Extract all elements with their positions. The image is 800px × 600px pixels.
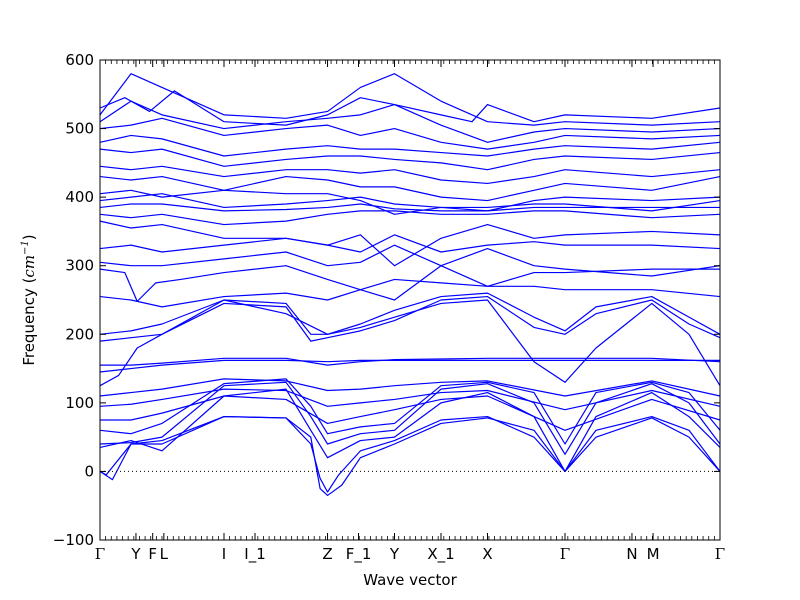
phonon-branch-4 — [99, 381, 721, 455]
phonon-branch-8 — [99, 378, 721, 397]
phonon-branch-24 — [99, 165, 721, 185]
phonon-branch-15 — [99, 265, 720, 302]
phonon-branch-17 — [99, 234, 721, 253]
phonon-branch-6 — [100, 395, 721, 431]
x-tick-label: Γ — [715, 545, 725, 563]
phonon-branch-19 — [99, 210, 721, 226]
y-tick-label: −100 — [53, 531, 94, 549]
phonon-branch-7 — [99, 388, 721, 411]
phonon-branch-2 — [99, 415, 721, 493]
x-tick-label: F — [148, 545, 157, 563]
y-axis-label: Frequency (cm−1) — [20, 234, 38, 365]
series-layer — [99, 73, 721, 497]
phonon-branch-30 — [99, 90, 721, 126]
phonon-branch-12 — [99, 295, 721, 342]
x-axis-label: Wave vector — [363, 571, 457, 589]
phonon-branch-9 — [99, 299, 721, 387]
phonon-branch-23 — [99, 175, 721, 202]
phonon-branch-3 — [99, 388, 721, 473]
y-tick-label: 0 — [84, 462, 94, 480]
y-axis-label-unit: cm — [20, 255, 38, 278]
x-tick-label: L — [160, 545, 169, 563]
x-tick-label: X — [482, 545, 492, 563]
x-tick-label: I_1 — [244, 545, 265, 564]
phonon-branch-10 — [99, 359, 720, 373]
x-tick-label: Y — [389, 545, 400, 563]
phonon-branch-14 — [99, 278, 721, 308]
x-tick-label: Y — [130, 545, 141, 563]
phonon-branch-11 — [100, 357, 721, 366]
x-tick-label: Γ — [560, 545, 570, 563]
y-tick-label: 600 — [65, 51, 94, 69]
phonon-branch-16 — [99, 244, 721, 277]
x-tick-label: F_1 — [346, 545, 372, 564]
phonon-branch-25 — [99, 148, 721, 171]
plot-frame — [99, 59, 721, 541]
y-tick-label: 500 — [65, 120, 94, 138]
phonon-branch-20 — [99, 203, 720, 212]
phonon-branch-28 — [99, 100, 721, 143]
x-tick-label: Z — [322, 545, 332, 563]
x-tick-label: Γ — [95, 545, 105, 563]
phonon-branch-1 — [99, 415, 721, 497]
phonon-branch-27 — [99, 117, 721, 150]
phonon-branch-5 — [99, 378, 721, 445]
y-tick-label: 200 — [65, 325, 94, 343]
y-axis-label-suffix: ) — [20, 234, 38, 240]
y-tick-label: 300 — [65, 257, 94, 275]
x-tick-label: I — [222, 545, 226, 563]
phonon-branch-22 — [99, 189, 721, 215]
y-tick-label: 400 — [65, 188, 94, 206]
phonon-branch-18 — [99, 220, 721, 267]
phonon-branch-26 — [99, 134, 721, 157]
x-tick-label: M — [647, 545, 660, 563]
y-tick-label: 100 — [65, 394, 94, 412]
y-axis-label-prefix: Frequency ( — [20, 278, 38, 366]
x-tick-label: N — [626, 545, 637, 563]
phonon-branch-13 — [99, 292, 721, 335]
y-axis-label-exponent: −1 — [20, 240, 31, 255]
x-tick-label: X_1 — [427, 545, 454, 564]
